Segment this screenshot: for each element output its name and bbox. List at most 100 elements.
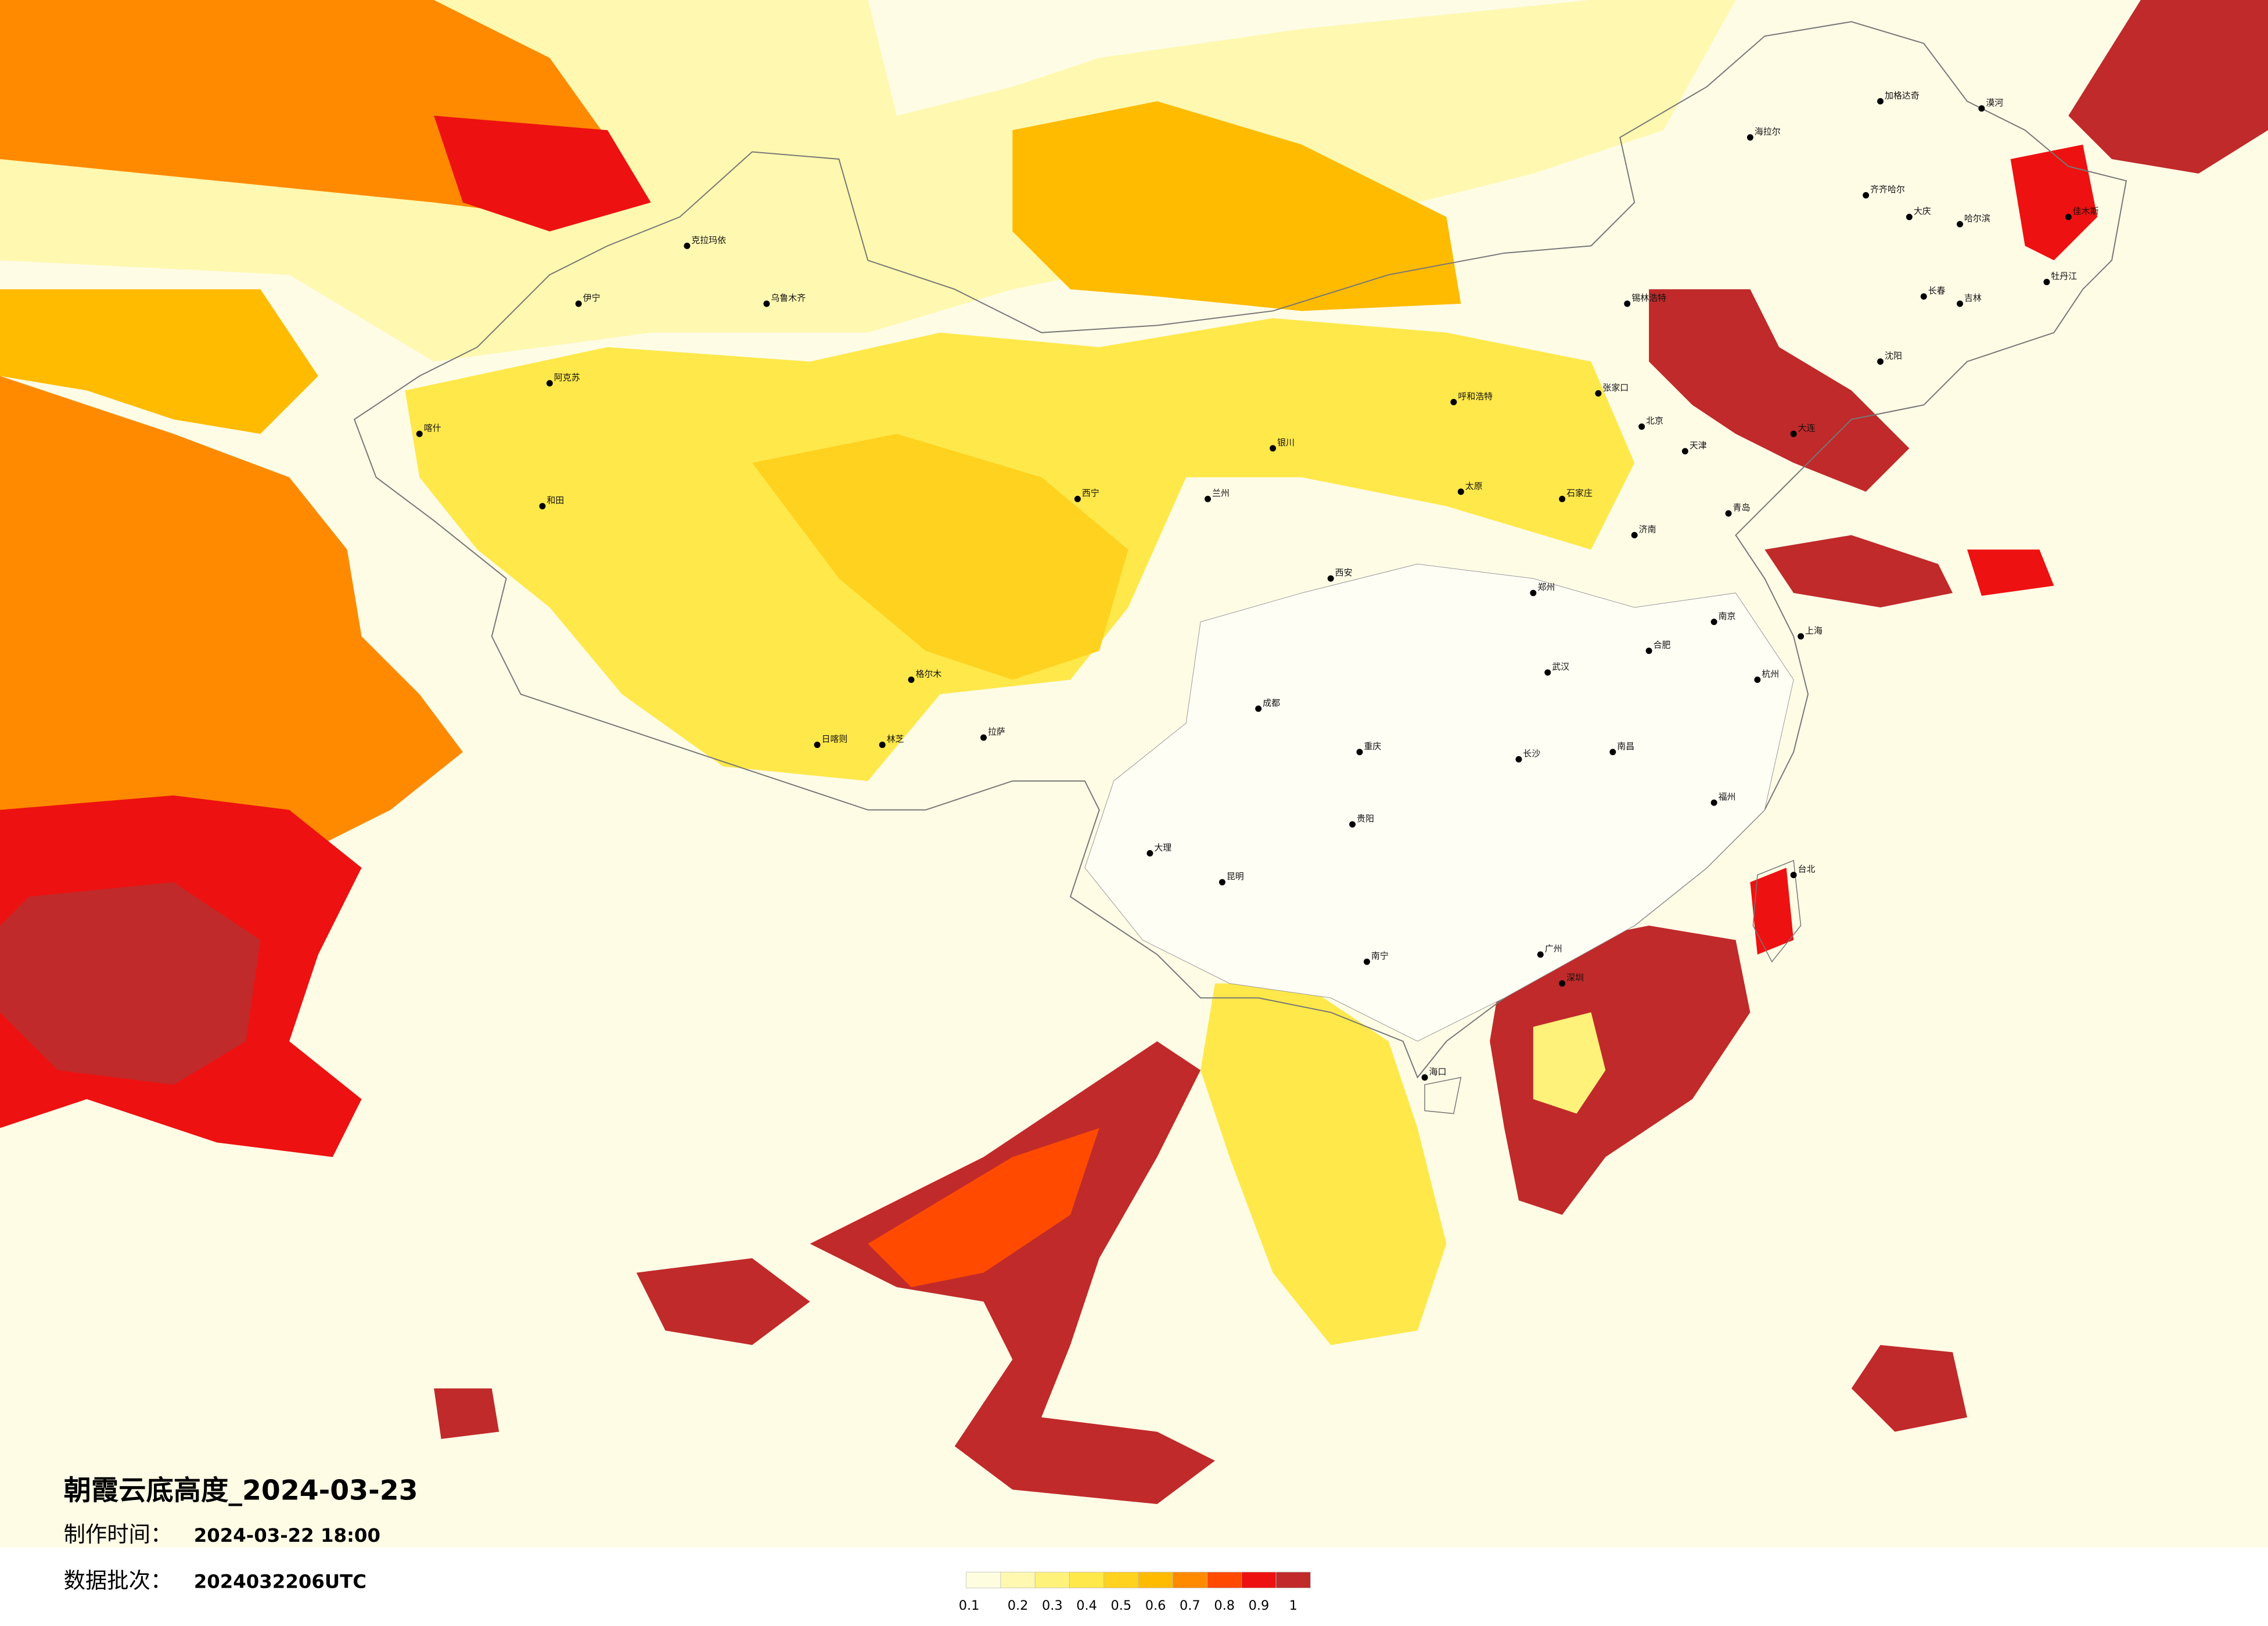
city-label: 张家口 [1602, 382, 1629, 393]
city-label: 林芝 [887, 734, 904, 744]
city-label: 银川 [1277, 437, 1295, 448]
city-dot [1327, 575, 1334, 582]
legend-swatch [1275, 1571, 1311, 1588]
city-dot [1790, 872, 1797, 879]
province-area [1084, 563, 1794, 1042]
legend-tick-label: 0.6 [1145, 1598, 1166, 1613]
city-label: 呼和浩特 [1458, 391, 1493, 401]
cloud-region [1649, 289, 1910, 492]
cloud-region [1750, 868, 1794, 955]
legend-tick-label: 0.5 [1111, 1598, 1132, 1613]
city-dot [2043, 279, 2050, 286]
cloud-region [636, 1258, 810, 1346]
city-dot [1457, 488, 1464, 495]
city-label: 格尔木 [915, 669, 941, 679]
city-dot [1957, 300, 1964, 307]
city-dot [416, 430, 423, 437]
cloud-region [752, 434, 1128, 680]
cloud-region [1012, 101, 1461, 311]
city-dot [1978, 105, 1985, 112]
cloud-region [1967, 549, 2054, 596]
city-dot [546, 380, 553, 387]
cloud-region [2010, 145, 2098, 261]
city-label: 武汉 [1552, 661, 1569, 672]
cloud-region [2068, 0, 2268, 174]
legend-tick-label: 0.2 [1008, 1598, 1029, 1613]
cloud-region [1490, 925, 1751, 1215]
city-label: 上海 [1805, 625, 1823, 636]
city-label: 克拉玛依 [691, 235, 726, 245]
city-dot [1754, 677, 1761, 683]
cloud-region [868, 1128, 1099, 1287]
city-dot [1798, 633, 1805, 640]
city-dot [879, 742, 886, 749]
legend-swatch [1069, 1571, 1105, 1588]
cloud-region [0, 376, 463, 868]
city-label: 日喀则 [822, 734, 848, 744]
city-label: 锡林浩特 [1631, 293, 1666, 303]
city-dot [1559, 495, 1566, 502]
city-label: 拉萨 [988, 726, 1005, 737]
legend-tick-label: 0.4 [1076, 1598, 1097, 1613]
legend-swatch [1138, 1571, 1173, 1588]
city-dot [1609, 749, 1616, 756]
legend: 0.1 0.2 0.3 0.4 0.5 0.6 0.7 0.8 0.9 1 [959, 1571, 1311, 1613]
city-label: 长沙 [1523, 748, 1540, 758]
city-dot [575, 300, 582, 307]
city-dot [908, 677, 915, 683]
city-label: 深圳 [1566, 973, 1584, 983]
city-label: 石家庄 [1566, 488, 1593, 498]
cloud-region [434, 116, 651, 232]
city-dot [1725, 510, 1732, 517]
city-label: 北京 [1646, 416, 1663, 426]
city-label: 郑州 [1537, 582, 1555, 592]
city-dot [1255, 705, 1262, 712]
legend-swatch [1172, 1571, 1207, 1588]
made-time: 2024-03-22 18:00 [194, 1524, 380, 1546]
legend-swatch [966, 1571, 1001, 1588]
city-label: 加格达奇 [1885, 90, 1920, 100]
border [353, 21, 2127, 1079]
city-label: 广州 [1545, 944, 1562, 954]
city-label: 齐齐哈尔 [1870, 184, 1905, 195]
city-label: 吉林 [1964, 293, 1982, 303]
legend-swatch [1104, 1571, 1139, 1588]
cloud-region [1533, 1012, 1606, 1114]
legend-tick-label: 0.8 [1214, 1598, 1235, 1613]
city-label: 贵阳 [1357, 814, 1374, 824]
city-dot [1515, 756, 1522, 762]
city-dot [1537, 951, 1544, 958]
batch-label: 数据批次： [64, 1567, 172, 1593]
city-label: 西安 [1335, 567, 1353, 578]
legend-tick-label: 1 [1289, 1598, 1297, 1613]
city-label: 佳木斯 [2073, 206, 2099, 217]
city-label: 大理 [1154, 842, 1171, 852]
city-label: 太原 [1465, 481, 1483, 491]
city-label: 昆明 [1227, 871, 1244, 882]
city-dot [1363, 958, 1370, 965]
city-label: 乌鲁木齐 [771, 293, 806, 303]
city-dot [1205, 495, 1211, 502]
city-label: 天津 [1690, 440, 1707, 451]
city-dot [1710, 618, 1717, 625]
city-dot [1450, 398, 1457, 405]
city-label: 成都 [1263, 697, 1280, 708]
city-dot [1595, 390, 1602, 397]
legend-tick-label: 0.9 [1249, 1598, 1270, 1613]
legend-swatch [1000, 1571, 1036, 1588]
city-dot [1645, 647, 1652, 654]
city-label: 大连 [1798, 423, 1816, 433]
legend-swatch [1034, 1571, 1070, 1588]
city-label: 海口 [1429, 1066, 1447, 1077]
city-dot [763, 300, 770, 307]
city-label: 哈尔滨 [1964, 213, 1990, 224]
city-label: 伊宁 [583, 293, 601, 303]
city-label: 牡丹江 [2051, 271, 2077, 282]
city-label: 南京 [1719, 611, 1736, 621]
city-dot [1631, 531, 1638, 538]
city-dot [2065, 214, 2072, 221]
legend-tick-label: 0.3 [1042, 1598, 1063, 1613]
city-dot [1710, 799, 1717, 806]
